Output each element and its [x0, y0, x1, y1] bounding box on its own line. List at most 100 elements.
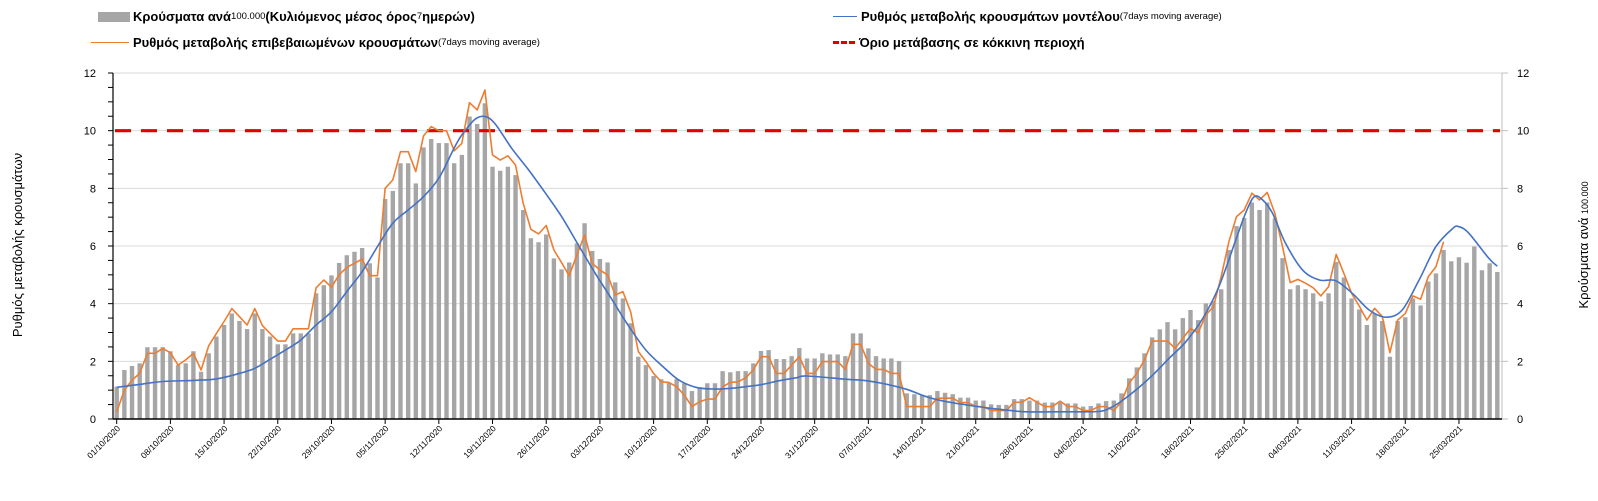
- bar: [1142, 353, 1147, 419]
- x-tick-label: 29/10/2020: [300, 423, 337, 460]
- bar: [1080, 406, 1086, 419]
- x-tick-label: 12/11/2020: [408, 423, 445, 460]
- bar: [521, 209, 526, 419]
- y2-tick-label: 0: [1517, 414, 1523, 426]
- bar: [336, 263, 342, 419]
- x-tick-label: 04/02/2021: [1051, 423, 1088, 460]
- bar: [935, 391, 940, 419]
- x-tick-label: 11/03/2021: [1320, 423, 1357, 460]
- bar: [850, 333, 856, 419]
- bar: [1157, 329, 1163, 419]
- bar: [375, 277, 380, 419]
- bar: [283, 344, 288, 419]
- bar: [1441, 250, 1446, 419]
- bar: [973, 400, 978, 419]
- bar: [873, 356, 879, 419]
- bar: [152, 347, 158, 419]
- bar: [359, 248, 365, 419]
- x-tick-label: 26/11/2020: [515, 423, 552, 460]
- bar: [290, 333, 296, 419]
- bar: [1011, 399, 1017, 419]
- line-series: [115, 89, 1500, 413]
- bar-series: [114, 103, 1500, 420]
- bar: [1034, 400, 1040, 419]
- y-axis-title: Ρυθμός μεταβολής κρουσμάτων: [10, 153, 25, 337]
- bar: [1249, 202, 1255, 419]
- bar: [720, 371, 725, 419]
- y-tick-label: 4: [90, 299, 96, 311]
- bar: [774, 359, 779, 419]
- bar: [1387, 356, 1393, 419]
- bar: [1357, 309, 1362, 419]
- bar: [1165, 322, 1170, 419]
- bar: [329, 275, 334, 419]
- bar: [214, 336, 219, 419]
- bar: [451, 163, 457, 419]
- bar: [114, 386, 119, 419]
- bar: [812, 358, 817, 419]
- bar: [1472, 246, 1477, 419]
- bar: [344, 255, 349, 419]
- y2-tick-label: 10: [1517, 126, 1529, 138]
- bar: [352, 251, 357, 419]
- bar: [367, 263, 373, 419]
- bar: [467, 116, 472, 419]
- x-tick-label: 07/01/2021: [837, 423, 874, 460]
- bar: [1226, 250, 1232, 419]
- bar: [712, 383, 718, 419]
- bar: [1403, 317, 1408, 419]
- bar: [444, 143, 449, 419]
- legend-item-confirmed: Ρυθμός μεταβολής επιβεβαιωμένων κρουσμάτ…: [91, 35, 540, 50]
- bar: [643, 365, 649, 419]
- bar: [413, 183, 419, 419]
- bar: [1211, 301, 1216, 419]
- bar: [498, 170, 503, 419]
- y-tick-label: 6: [90, 241, 96, 253]
- model-rate-line: [116, 115, 1498, 413]
- bar: [551, 258, 557, 419]
- bar: [1495, 271, 1500, 419]
- bar: [198, 371, 204, 419]
- bar: [1380, 320, 1385, 419]
- bar: [866, 348, 871, 419]
- bar: [582, 223, 587, 419]
- x-tick-label: 24/12/2020: [729, 423, 766, 460]
- legend-text: Όριο μετάβασης σε κόκκινη περιοχή: [859, 35, 1085, 50]
- y-tick-label: 2: [90, 356, 96, 368]
- bar: [1195, 320, 1201, 419]
- legend-item-model: Ρυθμός μεταβολής κρουσμάτων μοντέλου (7d…: [833, 9, 1222, 24]
- bar: [1479, 270, 1485, 419]
- bar: [137, 363, 142, 419]
- bar: [896, 361, 902, 419]
- x-tick-label: 25/03/2021: [1427, 423, 1464, 460]
- bar: [1303, 289, 1308, 419]
- bar: [1241, 218, 1247, 419]
- y-tick-label: 0: [90, 414, 96, 426]
- bar: [666, 382, 672, 419]
- bar: [275, 344, 280, 419]
- bar: [981, 400, 986, 419]
- bar: [183, 363, 188, 419]
- bar: [1188, 310, 1193, 419]
- bar: [1426, 281, 1431, 419]
- bar: [252, 313, 257, 419]
- bar: [1410, 298, 1416, 419]
- bar: [613, 282, 618, 419]
- y2-title-part: Κρούσματα ανά: [1576, 214, 1591, 309]
- red-dash-icon: [833, 41, 855, 44]
- bar: [881, 358, 886, 419]
- bar: [168, 351, 173, 419]
- bar: [567, 262, 572, 419]
- x-tick-label: 17/12/2020: [676, 423, 713, 460]
- bar: [651, 376, 656, 419]
- bar: [1134, 367, 1140, 419]
- legend-text: (7days moving average): [1119, 11, 1222, 22]
- bar: [1364, 325, 1370, 419]
- bar: [689, 391, 695, 419]
- x-tick-label: 15/10/2020: [192, 423, 229, 460]
- bar: [789, 356, 794, 419]
- bar: [122, 369, 127, 419]
- bar: [1433, 273, 1439, 419]
- bar: [942, 392, 948, 419]
- bar: [804, 358, 810, 419]
